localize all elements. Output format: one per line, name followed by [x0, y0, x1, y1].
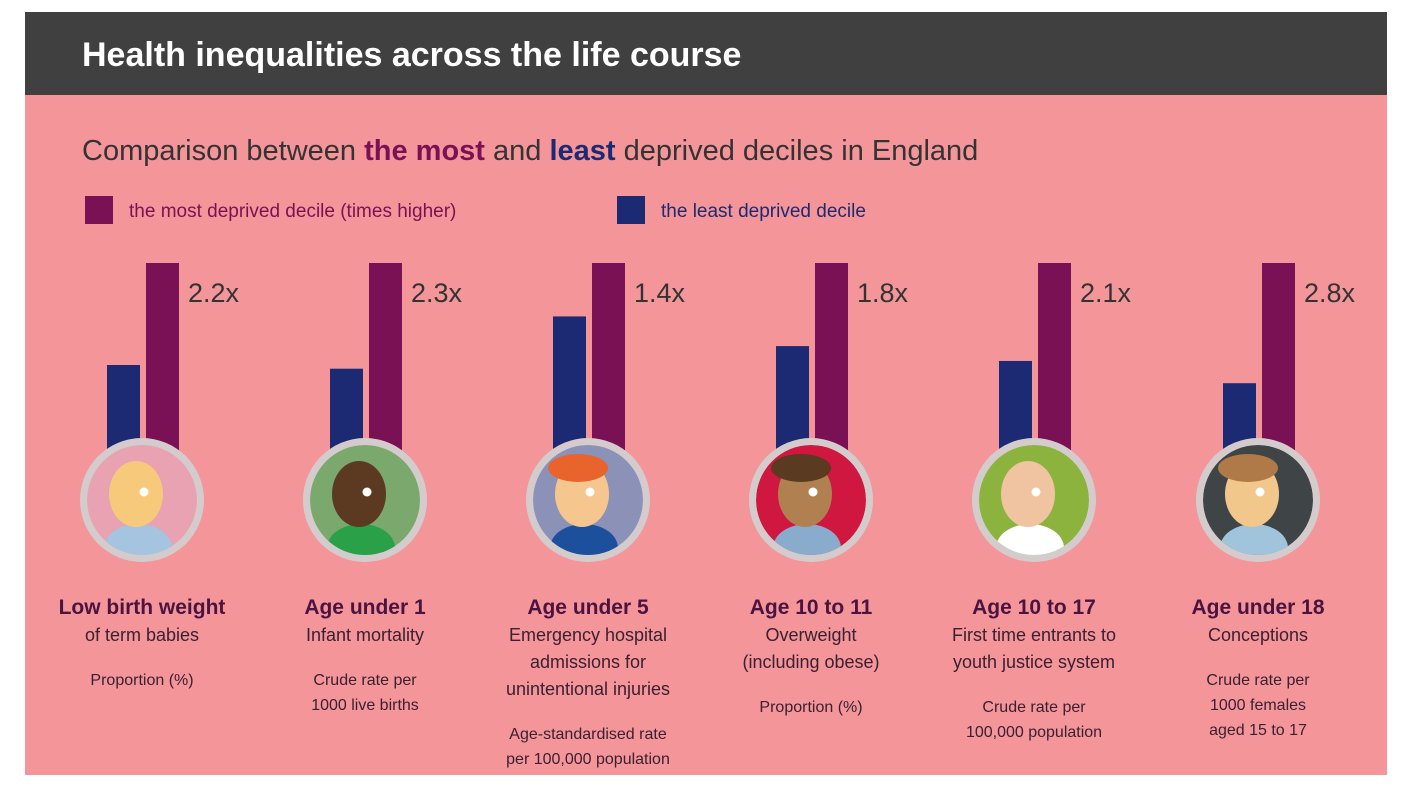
chart-title: Health inequalities across the life cour…	[82, 36, 741, 74]
legend-swatch	[85, 196, 113, 224]
legend-label: the least deprived decile	[661, 201, 866, 222]
value-label: 2.8x	[1304, 278, 1356, 308]
subtitle-part: least	[549, 135, 615, 167]
legend-label: the most deprived decile (times higher)	[129, 201, 456, 222]
category-measure: Crude rate per	[313, 672, 417, 689]
icon-eye	[809, 488, 818, 497]
legend-swatch	[617, 196, 645, 224]
icon-head	[109, 461, 163, 527]
bar	[1038, 263, 1071, 450]
bar	[553, 316, 586, 450]
category-description: Infant mortality	[306, 625, 424, 645]
category-measure: 1000 females	[1210, 697, 1306, 714]
category-measure: Proportion (%)	[759, 699, 862, 716]
value-label: 2.3x	[411, 278, 463, 308]
category-description: admissions for	[530, 652, 646, 672]
category-description: Overweight	[765, 625, 856, 645]
category-measure: 100,000 population	[966, 724, 1102, 741]
category-description: (including obese)	[742, 652, 879, 672]
value-label: 1.8x	[857, 278, 909, 308]
icon-hair	[771, 454, 831, 482]
bar	[592, 263, 625, 450]
category-label: Age 10 to 17	[972, 596, 1096, 619]
category-measure: Crude rate per	[982, 699, 1086, 716]
bar	[815, 263, 848, 450]
icon-hair	[1218, 454, 1278, 482]
bar	[330, 369, 363, 450]
category-measure: aged 15 to 17	[1209, 722, 1307, 739]
bar	[369, 263, 402, 450]
icon-eye	[586, 488, 595, 497]
subtitle-part: deprived deciles in England	[616, 135, 979, 167]
icon-head	[1001, 461, 1055, 527]
category-label: Age under 18	[1191, 596, 1324, 619]
category-label: Age under 5	[527, 596, 649, 619]
icon-hair	[548, 454, 608, 482]
category-label: Age under 1	[304, 596, 426, 619]
value-label: 2.1x	[1080, 278, 1132, 308]
icon-eye	[1256, 488, 1265, 497]
subtitle-part: the most	[364, 135, 485, 167]
page: {"chart_data": { "type": "bar", "title":…	[0, 0, 1401, 789]
chart-subtitle: Comparison between the most and least de…	[82, 135, 978, 167]
bar	[146, 263, 179, 450]
category-description: Emergency hospital	[509, 625, 667, 645]
category-measure: Age-standardised rate	[509, 726, 667, 743]
subtitle-part: and	[485, 135, 550, 167]
category-description: First time entrants to	[952, 625, 1116, 645]
background-panel	[25, 95, 1387, 775]
bar	[1262, 263, 1295, 450]
bar	[776, 346, 809, 450]
subtitle-part: Comparison between	[82, 135, 364, 167]
category-measure: per 100,000 population	[506, 751, 670, 768]
category-measure: Crude rate per	[1206, 672, 1310, 689]
category-description: of term babies	[85, 625, 199, 645]
category-measure: Proportion (%)	[90, 672, 193, 689]
icon-eye	[1032, 488, 1041, 497]
icon-head	[332, 461, 386, 527]
category-label: Low birth weight	[59, 596, 226, 619]
icon-eye	[140, 488, 149, 497]
category-measure: 1000 live births	[311, 697, 419, 714]
bar	[107, 365, 140, 450]
category-description: youth justice system	[953, 652, 1115, 672]
category-description: unintentional injuries	[506, 679, 670, 699]
category-label: Age 10 to 11	[750, 596, 873, 619]
value-label: 2.2x	[188, 278, 240, 308]
infographic: Health inequalities across the life cour…	[0, 0, 1401, 789]
category-description: Conceptions	[1208, 625, 1308, 645]
value-label: 1.4x	[634, 278, 686, 308]
icon-eye	[363, 488, 372, 497]
bar	[999, 361, 1032, 450]
